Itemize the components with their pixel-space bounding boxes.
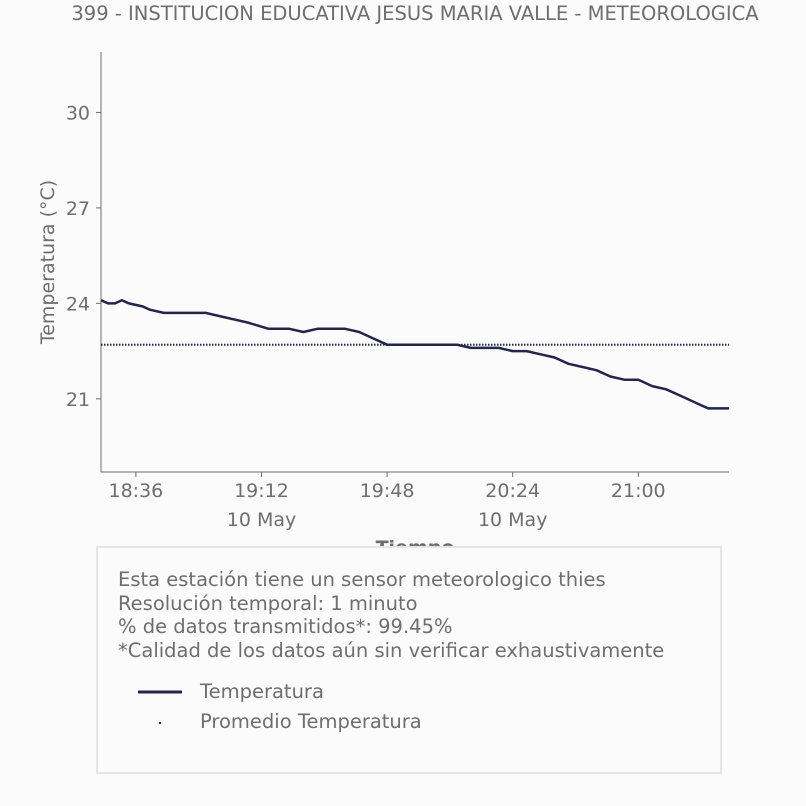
legend-label-temperature: Temperatura	[200, 680, 324, 703]
legend-label-average: Promedio Temperatura	[200, 710, 422, 733]
y-axis-ticks: 21 24 27 30	[66, 102, 101, 411]
info-resolution-line: Resolución temporal: 1 minuto	[118, 591, 418, 615]
y-tick-label: 24	[66, 293, 90, 315]
x-tick-label: 19:48	[360, 480, 415, 502]
x-date-label: 10 May	[227, 509, 297, 531]
x-tick-label: 18:36	[109, 480, 164, 502]
x-tick-label: 21:00	[611, 480, 666, 502]
chart-axes	[100, 52, 729, 473]
y-tick-label: 30	[66, 102, 90, 124]
x-date-label: 10 May	[478, 509, 548, 531]
y-tick-label: 27	[66, 198, 90, 220]
info-sensor-line: Esta estación tiene un sensor meteorolog…	[118, 568, 606, 591]
x-tick-label: 19:12	[234, 480, 289, 502]
dotted-line-swatch-icon	[158, 721, 162, 725]
info-box: Esta estación tiene un sensor meteorolog…	[96, 546, 722, 774]
chart-series	[100, 298, 729, 410]
y-axis-label: Temperatura (°C)	[37, 180, 59, 345]
info-transmitted-line: % de datos transmitidos*: 99.45%	[118, 615, 453, 638]
chart-title: 399 - INSTITUCION EDUCATIVA JESUS MARIA …	[71, 2, 759, 25]
info-text: Esta estación tiene un sensor meteorolog…	[118, 568, 664, 662]
info-quality-note: *Calidad de los datos aún sin verificar …	[118, 638, 665, 662]
x-tick-label: 20:24	[485, 480, 540, 502]
temperature-line	[100, 298, 729, 410]
solid-line-swatch-icon	[138, 690, 182, 694]
y-tick-label: 21	[66, 389, 90, 411]
